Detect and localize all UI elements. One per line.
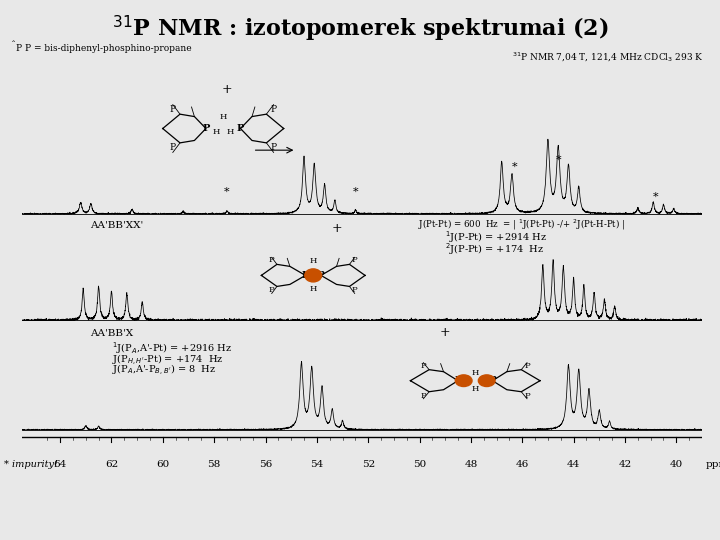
Text: $^1$J(P-Pt) = +2914 Hz: $^1$J(P-Pt) = +2914 Hz — [445, 230, 547, 245]
Circle shape — [478, 375, 495, 387]
Text: P: P — [420, 362, 426, 370]
Text: P P = bis-diphenyl-phosphino-propane: P P = bis-diphenyl-phosphino-propane — [16, 44, 192, 53]
Text: J(Pt-Pt) = 600  Hz  = | $^1$J(Pt-Pt) -/+ $^2$J(Pt-H-Pt) |: J(Pt-Pt) = 600 Hz = | $^1$J(Pt-Pt) -/+ $… — [418, 218, 625, 232]
Text: 64: 64 — [53, 460, 67, 469]
Text: P: P — [271, 105, 276, 114]
Text: P: P — [202, 124, 210, 133]
Text: 44: 44 — [567, 460, 580, 469]
Text: P: P — [269, 256, 274, 265]
Text: *: * — [512, 162, 518, 172]
Text: $^1$J(P$_A$,A'-Pt) = +2916 Hz: $^1$J(P$_A$,A'-Pt) = +2916 Hz — [112, 340, 232, 356]
Text: AA'BB'XX': AA'BB'XX' — [90, 221, 143, 230]
Text: * impurity!: * impurity! — [4, 460, 58, 469]
Text: 42: 42 — [618, 460, 631, 469]
Text: *: * — [653, 192, 659, 202]
Text: 40: 40 — [670, 460, 683, 469]
Text: Pt: Pt — [461, 381, 467, 386]
Text: P: P — [489, 376, 496, 385]
Text: *: * — [555, 155, 561, 165]
Text: H: H — [310, 258, 317, 265]
Text: 60: 60 — [156, 460, 169, 469]
Text: P: P — [352, 256, 358, 265]
Text: 195: 195 — [480, 377, 493, 382]
Text: J(P$_A$,A'-P$_{B,B'}$) = 8  Hz: J(P$_A$,A'-P$_{B,B'}$) = 8 Hz — [112, 363, 215, 379]
Text: P: P — [269, 286, 274, 294]
Text: P: P — [170, 143, 176, 152]
Text: P: P — [352, 286, 358, 294]
Text: 52: 52 — [361, 460, 375, 469]
Text: ppm: ppm — [706, 460, 720, 469]
Text: +: + — [222, 83, 232, 96]
Circle shape — [455, 375, 472, 387]
Text: P: P — [420, 392, 426, 400]
Text: P: P — [302, 271, 309, 280]
Text: 195: 195 — [306, 272, 320, 278]
Text: +: + — [332, 222, 342, 235]
Circle shape — [305, 269, 322, 282]
Text: $^{31}$P NMR : izotopomerek spektrumai (2): $^{31}$P NMR : izotopomerek spektrumai (… — [112, 14, 608, 44]
Text: P: P — [524, 392, 530, 400]
Text: 48: 48 — [464, 460, 477, 469]
Text: H: H — [472, 369, 479, 377]
Text: P: P — [271, 143, 276, 152]
Text: P: P — [237, 124, 244, 133]
Text: +: + — [440, 326, 450, 339]
Text: H: H — [310, 286, 317, 293]
Text: H: H — [220, 112, 227, 120]
Text: H: H — [227, 128, 234, 136]
Text: $^{31}$P NMR 7,04 T, 121,4 MHz CDCl$_3$ 293 K: $^{31}$P NMR 7,04 T, 121,4 MHz CDCl$_3$ … — [513, 51, 704, 64]
Text: *: * — [353, 186, 358, 197]
Text: P: P — [454, 376, 462, 385]
Text: *: * — [224, 186, 230, 197]
Text: 56: 56 — [259, 460, 272, 469]
Text: 195: 195 — [457, 377, 470, 382]
Text: 46: 46 — [516, 460, 529, 469]
Text: P: P — [318, 271, 324, 280]
Text: H: H — [212, 128, 220, 136]
Text: Pt: Pt — [310, 275, 316, 280]
Text: J(P$_{H,H'}$-Pt) = +174  Hz: J(P$_{H,H'}$-Pt) = +174 Hz — [112, 353, 223, 368]
Text: $^2$J(P-Pt) = +174  Hz: $^2$J(P-Pt) = +174 Hz — [445, 241, 544, 256]
Text: P: P — [524, 362, 530, 370]
Text: 62: 62 — [105, 460, 118, 469]
Text: 58: 58 — [207, 460, 221, 469]
Text: 50: 50 — [413, 460, 426, 469]
Text: Pt: Pt — [484, 381, 490, 386]
Text: P: P — [170, 105, 176, 114]
Text: 54: 54 — [310, 460, 323, 469]
Text: H: H — [472, 384, 479, 393]
Text: AA'BB'X: AA'BB'X — [90, 329, 133, 338]
